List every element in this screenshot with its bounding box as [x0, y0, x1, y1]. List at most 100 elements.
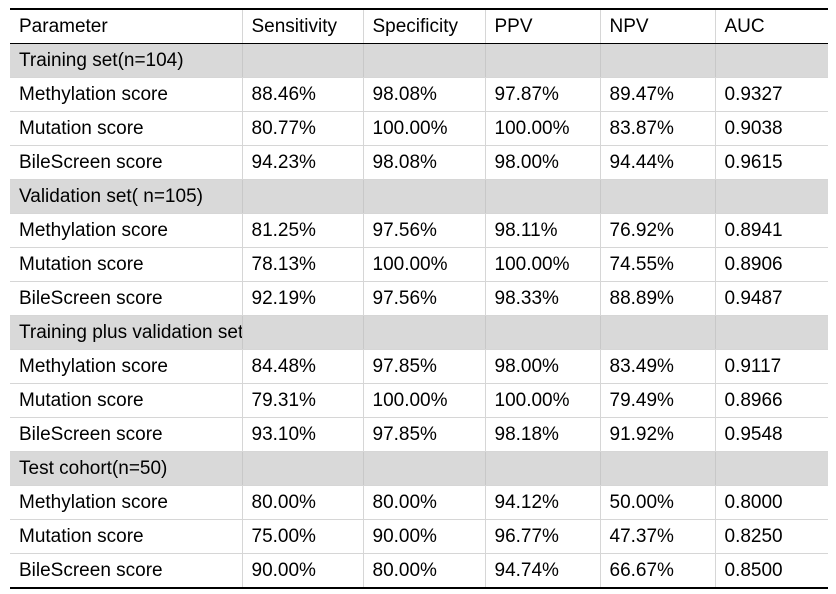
- section-empty-cell: [714, 43, 828, 78]
- section-title: Training set(n=104): [10, 43, 242, 78]
- section-empty-cell: [241, 179, 363, 214]
- value-cell: 94.23%: [241, 145, 363, 180]
- value-cell: 0.9117: [714, 349, 828, 384]
- value-cell: 97.85%: [362, 417, 485, 452]
- section-title: Test cohort(n=50): [10, 451, 242, 486]
- value-cell: 90.00%: [362, 519, 485, 554]
- section-empty-cell: [484, 451, 600, 486]
- value-cell: 97.56%: [362, 281, 485, 316]
- value-cell: 78.13%: [241, 247, 363, 282]
- value-cell: 94.44%: [599, 145, 715, 180]
- header-cell: Sensitivity: [241, 9, 363, 44]
- value-cell: 98.18%: [484, 417, 600, 452]
- value-cell: 80.77%: [241, 111, 363, 146]
- value-cell: 98.00%: [484, 145, 600, 180]
- row-label: Methylation score: [10, 77, 242, 112]
- row-label: Methylation score: [10, 485, 242, 520]
- value-cell: 66.67%: [599, 553, 715, 589]
- row-label: Mutation score: [10, 519, 242, 554]
- row-label: Mutation score: [10, 111, 242, 146]
- value-cell: 83.49%: [599, 349, 715, 384]
- data-row: BileScreen score 93.10% 97.85% 98.18% 91.92%…: [10, 417, 828, 452]
- row-label: Methylation score: [10, 213, 242, 248]
- header-cell: Specificity: [362, 9, 485, 44]
- value-cell: 0.8000: [714, 485, 828, 520]
- section-empty-cell: [241, 315, 363, 350]
- value-cell: 80.00%: [362, 485, 485, 520]
- value-cell: 93.10%: [241, 417, 363, 452]
- value-cell: 100.00%: [484, 111, 600, 146]
- section-empty-cell: [714, 315, 828, 350]
- value-cell: 97.56%: [362, 213, 485, 248]
- section-empty-cell: [484, 315, 600, 350]
- value-cell: 98.08%: [362, 145, 485, 180]
- value-cell: 0.9548: [714, 417, 828, 452]
- data-row: Methylation score 80.00% 80.00% 94.12% 50.00…: [10, 485, 828, 520]
- value-cell: 79.31%: [241, 383, 363, 418]
- value-cell: 83.87%: [599, 111, 715, 146]
- section-empty-cell: [362, 43, 485, 78]
- data-row: Methylation score 84.48% 97.85% 98.00% 83.49…: [10, 349, 828, 384]
- data-row: Methylation score 88.46% 98.08% 97.87% 89.47…: [10, 77, 828, 112]
- data-row: BileScreen score 90.00% 80.00% 94.74% 66.67%…: [10, 553, 828, 589]
- value-cell: 50.00%: [599, 485, 715, 520]
- value-cell: 74.55%: [599, 247, 715, 282]
- section-row: Validation set( n=105): [10, 179, 828, 214]
- value-cell: 91.92%: [599, 417, 715, 452]
- value-cell: 88.46%: [241, 77, 363, 112]
- section-empty-cell: [714, 179, 828, 214]
- value-cell: 79.49%: [599, 383, 715, 418]
- section-empty-cell: [241, 43, 363, 78]
- header-cell: PPV: [484, 9, 600, 44]
- value-cell: 0.8966: [714, 383, 828, 418]
- section-title: Training plus validation set ( n=209): [10, 315, 242, 350]
- results-table: Parameter Sensitivity Specificity PPV NPV AUC…: [10, 8, 828, 589]
- value-cell: 100.00%: [362, 247, 485, 282]
- value-cell: 98.33%: [484, 281, 600, 316]
- value-cell: 98.08%: [362, 77, 485, 112]
- section-row: Training plus validation set ( n=209): [10, 315, 828, 350]
- section-empty-cell: [241, 451, 363, 486]
- value-cell: 98.00%: [484, 349, 600, 384]
- section-empty-cell: [714, 451, 828, 486]
- data-row: Mutation score 78.13% 100.00% 100.00% 74.55%…: [10, 247, 828, 282]
- value-cell: 94.74%: [484, 553, 600, 589]
- value-cell: 0.8941: [714, 213, 828, 248]
- value-cell: 100.00%: [484, 383, 600, 418]
- table-body: Parameter Sensitivity Specificity PPV NPV AUC…: [10, 9, 828, 589]
- value-cell: 0.9487: [714, 281, 828, 316]
- table-container: Parameter Sensitivity Specificity PPV NPV AUC…: [10, 8, 828, 589]
- data-row: Mutation score 75.00% 90.00% 96.77% 47.37% 0.…: [10, 519, 828, 554]
- row-label: Mutation score: [10, 247, 242, 282]
- section-empty-cell: [599, 451, 715, 486]
- value-cell: 0.9615: [714, 145, 828, 180]
- section-row: Test cohort(n=50): [10, 451, 828, 486]
- section-empty-cell: [599, 43, 715, 78]
- value-cell: 0.8250: [714, 519, 828, 554]
- value-cell: 84.48%: [241, 349, 363, 384]
- row-label: BileScreen score: [10, 553, 242, 589]
- value-cell: 0.8500: [714, 553, 828, 589]
- value-cell: 76.92%: [599, 213, 715, 248]
- value-cell: 100.00%: [484, 247, 600, 282]
- section-empty-cell: [362, 315, 485, 350]
- value-cell: 90.00%: [241, 553, 363, 589]
- value-cell: 97.87%: [484, 77, 600, 112]
- value-cell: 88.89%: [599, 281, 715, 316]
- row-label: Mutation score: [10, 383, 242, 418]
- value-cell: 0.9038: [714, 111, 828, 146]
- section-row: Training set(n=104): [10, 43, 828, 78]
- row-label: BileScreen score: [10, 281, 242, 316]
- section-empty-cell: [362, 179, 485, 214]
- header-row: Parameter Sensitivity Specificity PPV NPV AUC: [10, 9, 828, 44]
- section-empty-cell: [484, 179, 600, 214]
- header-cell: AUC: [714, 9, 828, 44]
- value-cell: 81.25%: [241, 213, 363, 248]
- value-cell: 94.12%: [484, 485, 600, 520]
- value-cell: 98.11%: [484, 213, 600, 248]
- section-empty-cell: [599, 315, 715, 350]
- row-label: BileScreen score: [10, 417, 242, 452]
- header-cell: Parameter: [10, 9, 242, 44]
- value-cell: 80.00%: [241, 485, 363, 520]
- value-cell: 100.00%: [362, 111, 485, 146]
